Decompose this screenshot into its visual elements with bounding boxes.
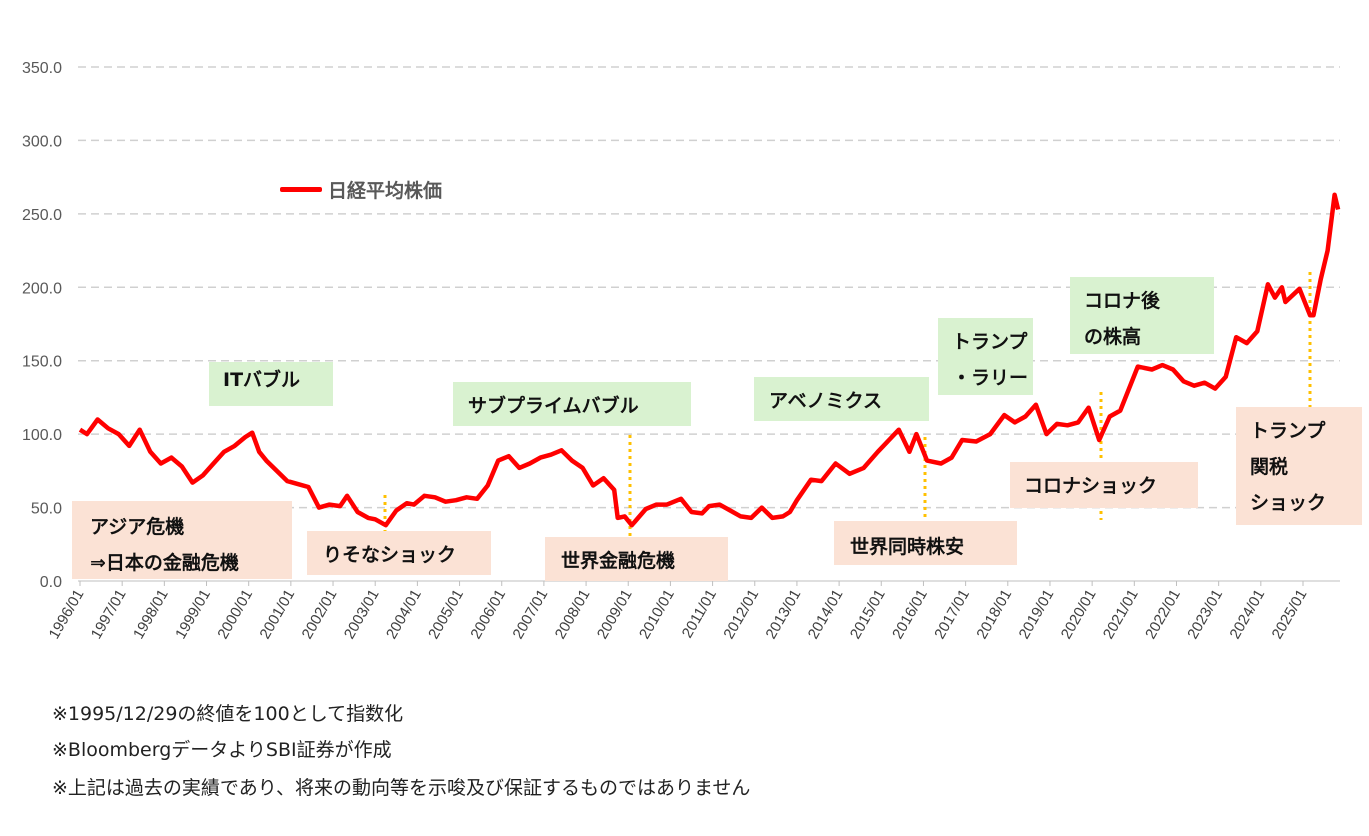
annotation-global-selloff: 世界同時株安 bbox=[834, 521, 1017, 565]
annotation-text: ・ラリー bbox=[952, 367, 1029, 389]
x-tick-label: 2004/01 bbox=[383, 587, 425, 642]
x-tick-label: 2013/01 bbox=[763, 587, 805, 642]
x-tick-label: 2024/01 bbox=[1226, 587, 1268, 642]
x-tick-label: 2005/01 bbox=[425, 587, 467, 642]
y-tick-label: 200.0 bbox=[22, 280, 62, 297]
x-tick-label: 1996/01 bbox=[46, 587, 88, 642]
x-tick-label: 1998/01 bbox=[130, 587, 172, 642]
x-tick-label: 2022/01 bbox=[1142, 587, 1184, 642]
y-tick-label: 100.0 bbox=[22, 427, 62, 444]
x-tick-label: 2010/01 bbox=[636, 587, 678, 642]
annotation-subprime: サブプライムバブル bbox=[453, 382, 691, 426]
x-tick-label: 2018/01 bbox=[973, 587, 1015, 642]
annotation-asia-crisis: アジア危機 ⇒日本の金融危機 bbox=[72, 501, 292, 579]
annotation-text: アジア危機 bbox=[90, 516, 185, 538]
annotation-text: ⇒日本の金融危機 bbox=[90, 552, 239, 574]
x-tick-label: 2009/01 bbox=[594, 587, 636, 642]
annotation-text: 世界同時株安 bbox=[850, 536, 965, 558]
x-tick-label: 2025/01 bbox=[1269, 587, 1311, 642]
x-tick-label: 2011/01 bbox=[679, 587, 720, 641]
annotation-text: りそなショック bbox=[323, 544, 457, 566]
annotation-resona-shock: りそなショック bbox=[307, 531, 491, 575]
annotation-text: コロナ後 bbox=[1084, 290, 1161, 312]
annotation-text: ショック bbox=[1250, 492, 1327, 514]
x-tick-label: 2007/01 bbox=[510, 587, 552, 642]
annotation-text: コロナショック bbox=[1024, 475, 1158, 497]
x-tick-label: 2015/01 bbox=[847, 587, 889, 642]
x-tick-label: 2021/01 bbox=[1100, 587, 1142, 642]
x-tick-label: 2014/01 bbox=[805, 587, 847, 642]
legend-label: 日経平均株価 bbox=[328, 180, 443, 202]
footnote: ※上記は過去の実績であり、将来の動向等を示唆及び保証するものではありません bbox=[52, 777, 751, 799]
annotation-trump-rally: トランプ ・ラリー bbox=[938, 318, 1033, 395]
y-tick-label: 250.0 bbox=[22, 207, 62, 224]
annotation-it-bubble: ITバブル bbox=[209, 362, 333, 406]
x-tick-label: 2017/01 bbox=[931, 587, 973, 642]
x-tick-label: 2016/01 bbox=[889, 587, 931, 642]
y-tick-label: 300.0 bbox=[22, 133, 62, 150]
annotation-text: サブプライムバブル bbox=[468, 395, 639, 417]
x-tick-label: 2008/01 bbox=[552, 587, 594, 642]
annotation-text: 関税 bbox=[1250, 456, 1289, 478]
x-tick-label: 2000/01 bbox=[214, 587, 256, 642]
annotation-text: ITバブル bbox=[223, 369, 301, 391]
annotation-text: トランプ bbox=[1250, 420, 1326, 442]
annotation-gfc: 世界金融危機 bbox=[545, 537, 728, 581]
annotation-corona-shock: コロナショック bbox=[1010, 462, 1198, 508]
annotation-text: トランプ bbox=[952, 331, 1028, 353]
y-tick-label: 50.0 bbox=[31, 501, 62, 518]
footnote: ※BloombergデータよりSBI証券が作成 bbox=[52, 739, 392, 761]
x-tick-label: 2020/01 bbox=[1058, 587, 1100, 642]
x-tick-label: 2003/01 bbox=[341, 587, 383, 642]
x-tick-label: 1999/01 bbox=[172, 587, 214, 642]
x-tick-label: 2002/01 bbox=[299, 587, 341, 642]
x-tick-label: 1997/01 bbox=[88, 587, 130, 642]
annotation-text: 世界金融危機 bbox=[561, 550, 676, 572]
x-tick-label: 2012/01 bbox=[720, 587, 762, 642]
annotation-tariff-shock: トランプ関税ショック bbox=[1236, 407, 1362, 525]
annotation-text: の株高 bbox=[1084, 326, 1142, 348]
annotation-post-corona: コロナ後 の株高 bbox=[1070, 277, 1214, 354]
y-tick-label: 350.0 bbox=[22, 60, 62, 77]
y-tick-label: 0.0 bbox=[40, 574, 62, 591]
footnote: ※1995/12/29の終値を100として指数化 bbox=[52, 703, 404, 725]
x-tick-label: 2001/01 bbox=[256, 587, 298, 642]
x-tick-label: 2023/01 bbox=[1184, 587, 1226, 642]
x-tick-label: 2006/01 bbox=[467, 587, 509, 642]
legend: 日経平均株価 bbox=[280, 176, 442, 203]
y-tick-label: 150.0 bbox=[22, 354, 62, 371]
legend-swatch bbox=[280, 187, 322, 192]
annotation-text: アベノミクス bbox=[769, 390, 883, 412]
annotation-abenomics: アベノミクス bbox=[754, 377, 929, 421]
x-tick-label: 2019/01 bbox=[1016, 587, 1058, 642]
